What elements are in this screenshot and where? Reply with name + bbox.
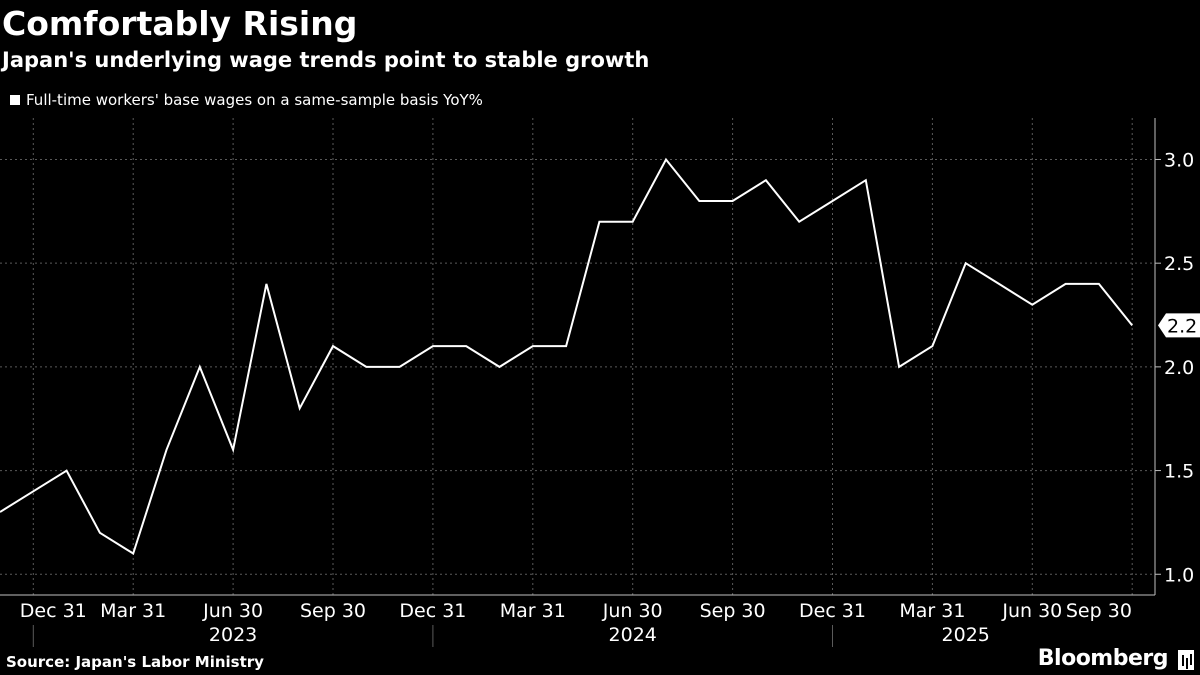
x-tick-label: Jun 30	[1001, 600, 1062, 622]
x-tick-label: Dec 31	[399, 600, 466, 622]
x-tick-label: Mar 31	[500, 600, 566, 622]
x-tick-label: Dec 31	[20, 600, 87, 622]
x-tick-label: Jun 30	[202, 600, 263, 622]
chart-title: Comfortably Rising	[2, 4, 358, 43]
chart-subtitle: Japan's underlying wage trends point to …	[2, 48, 650, 72]
last-value-label: 2.2	[1167, 315, 1197, 337]
x-tick-label: Mar 31	[100, 600, 166, 622]
y-tick-label: 2.0	[1164, 357, 1194, 379]
year-label: 2024	[609, 624, 657, 646]
y-tick-label: 2.5	[1164, 253, 1194, 275]
legend-swatch	[10, 95, 20, 105]
last-value-flag	[1158, 313, 1200, 338]
legend: Full-time workers' base wages on a same-…	[10, 90, 483, 110]
year-label: 2023	[209, 624, 257, 646]
x-tick-label: Jun 30	[602, 600, 663, 622]
y-tick-label: 3.0	[1164, 149, 1194, 171]
x-tick-label: Mar 31	[899, 600, 965, 622]
year-label: 2025	[942, 624, 990, 646]
x-tick-label: Sep 30	[1066, 600, 1132, 622]
bloomberg-chart-icon	[1178, 650, 1194, 670]
series-line	[0, 157, 1133, 556]
legend-label: Full-time workers' base wages on a same-…	[26, 91, 483, 109]
source-note: Source: Japan's Labor Ministry	[6, 653, 264, 671]
x-tick-label: Sep 30	[700, 600, 766, 622]
x-tick-label: Sep 30	[300, 600, 366, 622]
y-tick-label: 1.5	[1164, 461, 1194, 483]
y-tick-label: 1.0	[1164, 564, 1194, 586]
x-tick-label: Dec 31	[799, 600, 866, 622]
brand-logo: Bloomberg	[1037, 646, 1169, 671]
